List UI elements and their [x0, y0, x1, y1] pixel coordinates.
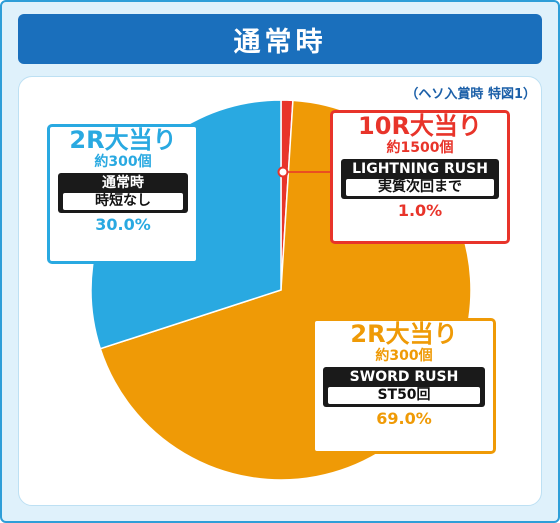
leader-dot: [277, 166, 289, 178]
slice-count: 約300個: [94, 154, 152, 170]
mode-tag: SWORD RUSH ST50回: [323, 367, 485, 407]
legend-box-2r-sword: 2R大当り 約300個 SWORD RUSH ST50回 69.0%: [312, 318, 496, 454]
mode-detail: 時短なし: [63, 193, 183, 210]
slice-percent: 30.0%: [95, 215, 151, 234]
chart-title: 通常時: [18, 14, 542, 64]
mode-tag: 通常時 時短なし: [58, 173, 188, 213]
legend-box-2r-normal: 2R大当り 約300個 通常時 時短なし 30.0%: [47, 124, 199, 264]
legend-box-10r-lightning: 10R大当り 約1500個 LIGHTNING RUSH 実質次回まで 1.0%: [330, 110, 510, 244]
slice-count: 約1500個: [386, 140, 454, 156]
slice-label: 2R大当り: [350, 320, 458, 348]
mode-name: LIGHTNING RUSH: [352, 161, 488, 177]
mode-name: SWORD RUSH: [349, 369, 459, 385]
slice-count: 約300個: [375, 348, 433, 364]
slice-label: 2R大当り: [69, 126, 177, 154]
mode-tag: LIGHTNING RUSH 実質次回まで: [341, 159, 499, 199]
mode-name: 通常時: [102, 175, 144, 191]
mode-detail: 実質次回まで: [346, 179, 494, 196]
chart-note: （ヘソ入賞時 特図1）: [405, 87, 536, 102]
slice-label: 10R大当り: [358, 112, 482, 140]
slice-percent: 1.0%: [397, 201, 443, 220]
mode-detail: ST50回: [328, 387, 480, 404]
slice-percent: 69.0%: [376, 409, 432, 428]
